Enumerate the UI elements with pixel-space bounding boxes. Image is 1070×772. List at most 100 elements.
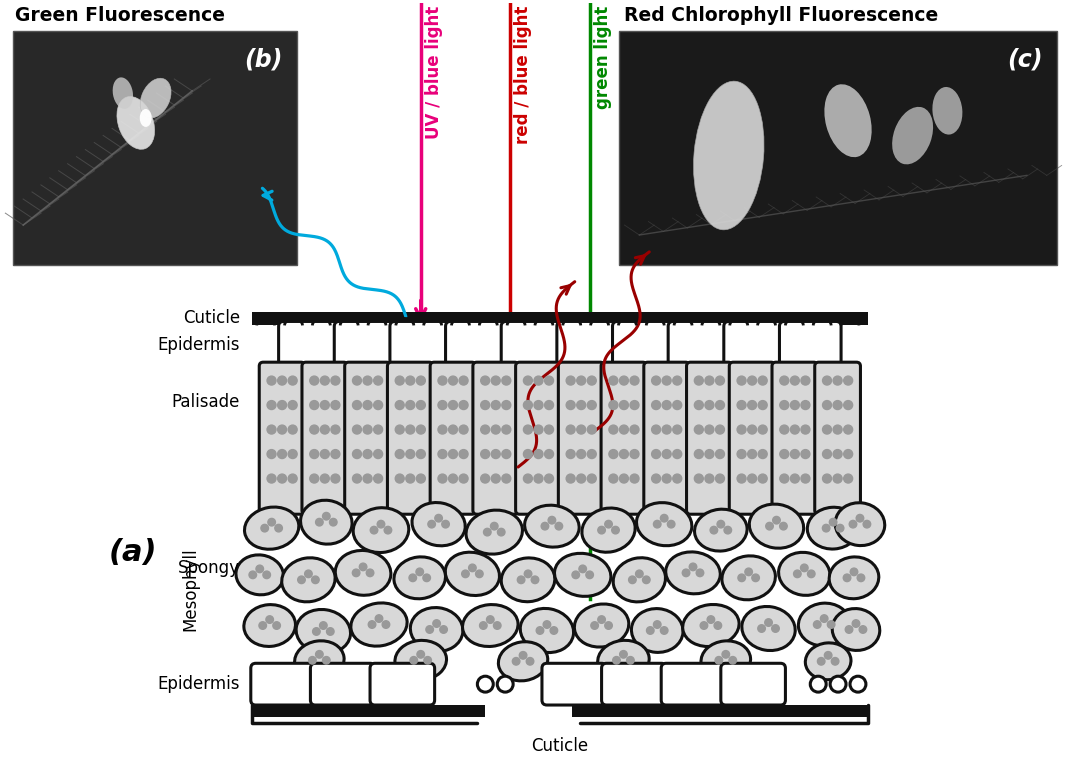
- Circle shape: [416, 376, 426, 385]
- Circle shape: [524, 570, 532, 577]
- Circle shape: [480, 376, 490, 385]
- Bar: [620, 32, 1057, 265]
- Circle shape: [490, 523, 498, 530]
- Bar: [251, 312, 868, 326]
- Bar: [571, 705, 868, 717]
- Circle shape: [368, 621, 376, 628]
- Circle shape: [373, 449, 383, 459]
- Circle shape: [737, 376, 746, 385]
- Text: Cuticle: Cuticle: [183, 310, 240, 327]
- Circle shape: [829, 519, 837, 526]
- Circle shape: [484, 528, 491, 536]
- Circle shape: [360, 563, 367, 571]
- Circle shape: [759, 376, 767, 385]
- FancyBboxPatch shape: [730, 362, 775, 514]
- Ellipse shape: [236, 555, 284, 594]
- Circle shape: [827, 621, 835, 628]
- Circle shape: [813, 621, 821, 628]
- Circle shape: [502, 425, 510, 434]
- Circle shape: [330, 519, 337, 526]
- Circle shape: [823, 449, 831, 459]
- Text: (a): (a): [108, 538, 157, 567]
- Circle shape: [498, 528, 505, 536]
- Ellipse shape: [683, 604, 739, 647]
- Circle shape: [630, 376, 639, 385]
- Circle shape: [748, 425, 756, 434]
- Circle shape: [801, 449, 810, 459]
- Circle shape: [395, 425, 404, 434]
- Circle shape: [277, 376, 287, 385]
- Circle shape: [320, 449, 330, 459]
- Circle shape: [277, 449, 287, 459]
- Ellipse shape: [798, 603, 850, 646]
- Ellipse shape: [394, 557, 445, 599]
- Circle shape: [577, 449, 585, 459]
- Ellipse shape: [829, 557, 878, 599]
- Circle shape: [297, 576, 305, 584]
- Circle shape: [587, 449, 596, 459]
- Circle shape: [523, 474, 533, 483]
- Circle shape: [566, 401, 575, 409]
- Circle shape: [459, 449, 468, 459]
- Circle shape: [859, 626, 867, 633]
- Circle shape: [268, 425, 276, 434]
- FancyBboxPatch shape: [473, 362, 519, 514]
- Circle shape: [673, 449, 682, 459]
- Bar: [13, 32, 296, 265]
- Circle shape: [577, 401, 585, 409]
- FancyBboxPatch shape: [278, 321, 340, 369]
- Circle shape: [541, 523, 549, 530]
- Circle shape: [416, 425, 426, 434]
- Circle shape: [382, 621, 389, 628]
- Circle shape: [705, 401, 714, 409]
- Circle shape: [410, 656, 417, 664]
- Circle shape: [526, 658, 534, 665]
- Circle shape: [758, 625, 765, 632]
- Circle shape: [545, 401, 553, 409]
- Circle shape: [352, 449, 362, 459]
- Circle shape: [531, 576, 539, 584]
- Circle shape: [834, 401, 842, 409]
- Circle shape: [352, 425, 362, 434]
- Circle shape: [791, 449, 799, 459]
- Circle shape: [694, 425, 703, 434]
- Circle shape: [502, 401, 510, 409]
- Circle shape: [498, 676, 514, 692]
- Ellipse shape: [693, 81, 764, 230]
- Circle shape: [459, 474, 468, 483]
- Ellipse shape: [411, 608, 463, 652]
- Circle shape: [630, 474, 639, 483]
- Circle shape: [791, 474, 799, 483]
- Circle shape: [707, 616, 715, 623]
- Circle shape: [620, 449, 628, 459]
- Circle shape: [475, 570, 484, 577]
- Circle shape: [566, 449, 575, 459]
- Circle shape: [856, 514, 863, 522]
- Ellipse shape: [932, 87, 962, 134]
- Circle shape: [273, 621, 280, 629]
- Circle shape: [331, 376, 340, 385]
- Ellipse shape: [824, 84, 872, 157]
- Circle shape: [605, 520, 612, 528]
- Circle shape: [729, 656, 736, 664]
- Circle shape: [459, 425, 468, 434]
- Circle shape: [566, 474, 575, 483]
- Circle shape: [438, 449, 447, 459]
- Circle shape: [352, 401, 362, 409]
- Text: Green Fluorescence: Green Fluorescence: [15, 6, 226, 25]
- Circle shape: [823, 401, 831, 409]
- Circle shape: [469, 564, 476, 571]
- Circle shape: [748, 376, 756, 385]
- Circle shape: [545, 376, 553, 385]
- Circle shape: [843, 376, 853, 385]
- Text: Spongy: Spongy: [178, 559, 240, 577]
- Circle shape: [320, 401, 330, 409]
- Circle shape: [331, 449, 340, 459]
- Circle shape: [352, 569, 360, 577]
- Ellipse shape: [294, 641, 345, 680]
- Circle shape: [843, 474, 853, 483]
- Circle shape: [491, 425, 500, 434]
- Circle shape: [320, 376, 330, 385]
- Circle shape: [566, 376, 575, 385]
- Circle shape: [620, 425, 628, 434]
